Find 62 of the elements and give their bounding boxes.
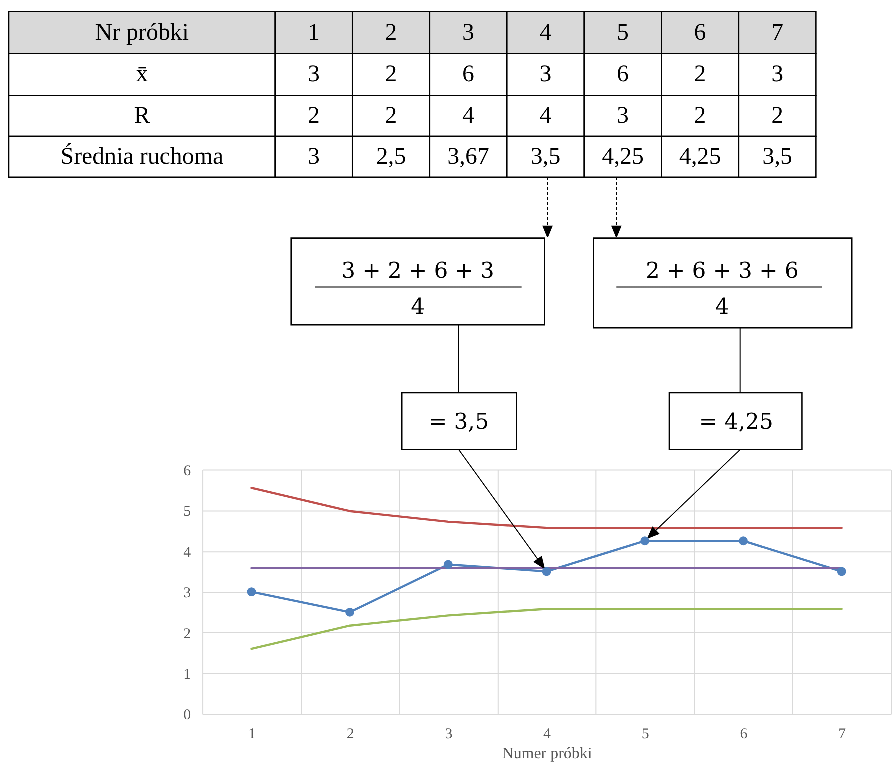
text: 2: [385, 103, 398, 130]
text: 3: [540, 62, 552, 88]
y-tick-label: 1: [184, 667, 192, 684]
text: 4,25: [602, 144, 644, 170]
annotation: = 4,25: [699, 410, 774, 435]
y-tick-label: 3: [184, 586, 192, 602]
point: [739, 536, 748, 546]
y-tick-label: 2: [184, 626, 192, 642]
x-tick-label: 4: [544, 726, 552, 743]
text: 4: [411, 295, 426, 320]
text: 2 + 6 + 3 + 6: [646, 259, 799, 284]
text: 2,5: [376, 144, 406, 170]
text: 6: [617, 62, 630, 88]
text: 3: [617, 103, 630, 130]
text: 4: [540, 20, 552, 46]
point: [247, 588, 256, 596]
text: 3: [308, 144, 320, 170]
category-label: 1: [308, 20, 320, 46]
x-tick-label: 5: [642, 726, 650, 743]
text: 4: [715, 295, 730, 320]
x-tick-label: 1: [248, 726, 256, 743]
point: [542, 567, 552, 576]
x-tick-label: 2: [346, 726, 354, 743]
x-tick-label: 6: [740, 726, 748, 743]
text: 4: [462, 103, 475, 130]
text: 4,25: [679, 144, 722, 170]
text: 6: [694, 20, 706, 46]
x-tick-label: 3: [445, 726, 453, 743]
line-series: [250, 487, 843, 530]
point: [837, 567, 846, 576]
text: 2: [694, 62, 706, 88]
text: 2: [385, 62, 398, 88]
text: Nr próbki: [95, 20, 190, 46]
text: 3: [462, 20, 475, 46]
x-tick-label: 7: [838, 726, 847, 743]
text: R: [134, 103, 150, 130]
x-axis-title: Numer próbki: [502, 746, 593, 763]
category-label: 7: [772, 20, 784, 46]
text: 2: [308, 103, 320, 130]
y-tick-label: 6: [184, 463, 192, 480]
point: [444, 560, 453, 570]
text: 3: [772, 62, 784, 88]
text: 3 + 2 + 6 + 3: [342, 259, 494, 284]
text: 4: [540, 103, 552, 130]
text: 2: [694, 103, 706, 130]
line-series: [250, 608, 843, 650]
y-tick-label: 4: [184, 544, 192, 561]
text: 3,67: [448, 144, 490, 170]
annotation: = 3,5: [428, 410, 490, 435]
text: 2: [385, 20, 398, 46]
point: [640, 536, 650, 546]
y-tick-label: 5: [184, 504, 192, 520]
text: x̄: [136, 62, 148, 88]
point: [346, 608, 355, 617]
category-label: 5: [617, 20, 630, 46]
y-tick-label: 0: [184, 708, 192, 724]
text: 6: [462, 62, 475, 88]
text: 3,5: [762, 144, 793, 170]
text: 2: [772, 103, 784, 130]
text: 3: [308, 62, 320, 88]
text: 3,5: [530, 144, 561, 170]
text: Średnia ruchoma: [60, 142, 224, 170]
